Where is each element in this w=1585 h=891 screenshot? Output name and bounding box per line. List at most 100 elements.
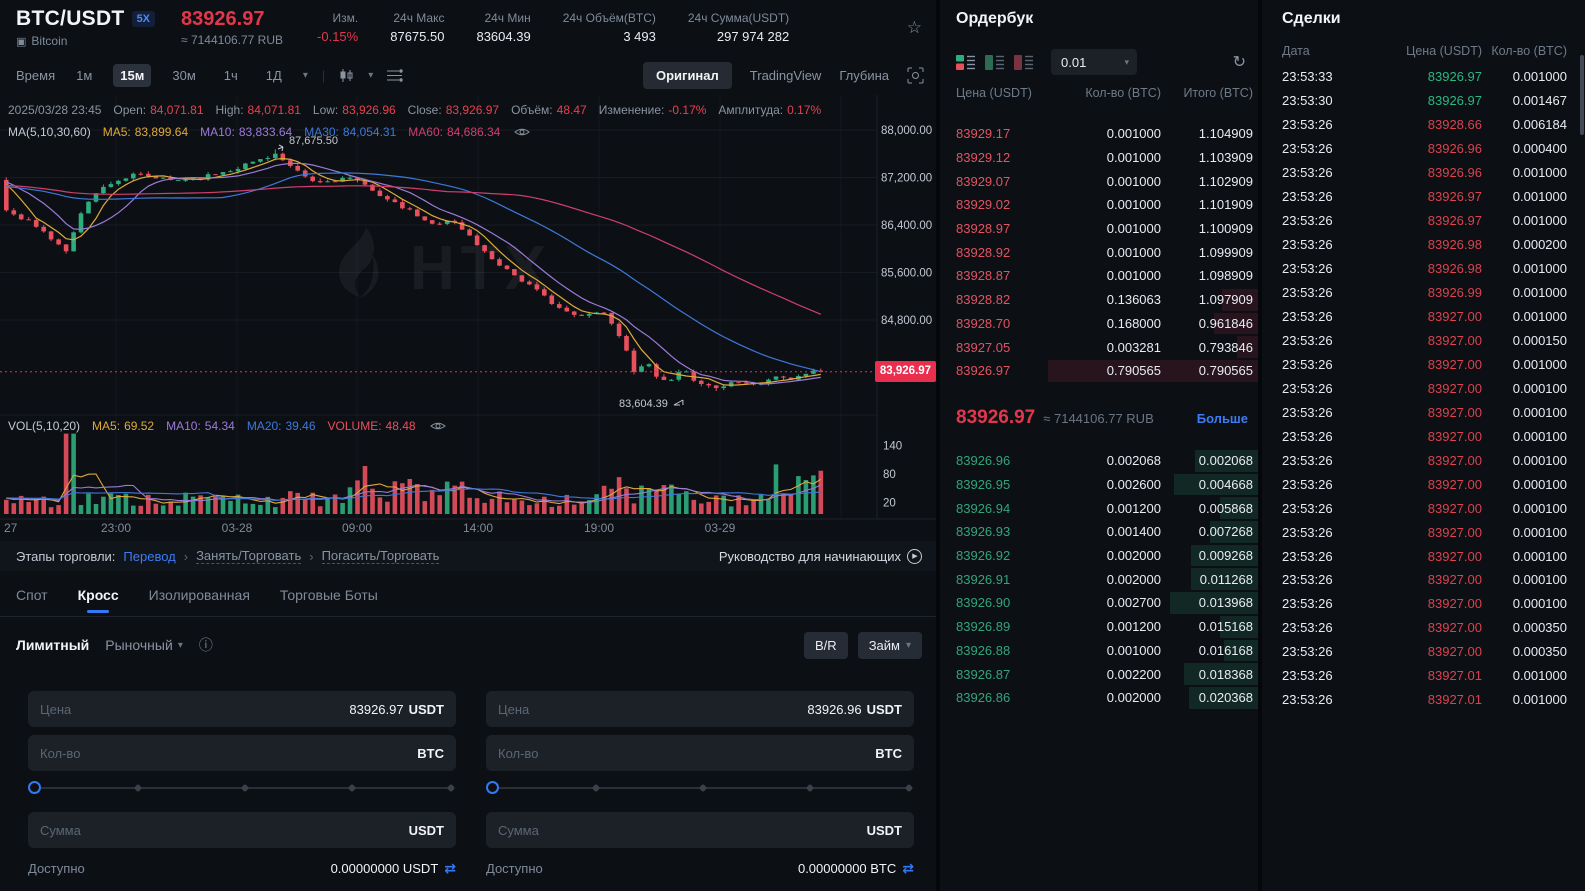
price-block: 83926.97 ≈ 7144106.77 RUB: [181, 8, 283, 47]
orderbook-row[interactable]: 83926.88 0.001000 0.016168: [940, 639, 1258, 663]
sell-amount-slider[interactable]: [486, 780, 914, 796]
favorite-star-icon[interactable]: ☆: [906, 18, 922, 37]
transfer-icon[interactable]: ⇄: [902, 860, 914, 876]
svg-text:14:00: 14:00: [463, 521, 493, 535]
precision-select[interactable]: 0.01 ▾: [1051, 49, 1137, 75]
orderbook-row[interactable]: 83929.02 0.001000 1.101909: [940, 193, 1258, 217]
tab-spot[interactable]: Спот: [16, 586, 48, 603]
orderbook-total: 0.016168: [1198, 642, 1253, 658]
trade-row: 23:53:30 83926.97 0.001467: [1282, 89, 1567, 113]
more-link[interactable]: Больше: [1196, 410, 1248, 426]
orderbook-row[interactable]: 83927.05 0.003281 0.793846: [940, 335, 1258, 359]
orderbook-row[interactable]: 83929.12 0.001000 1.103909: [940, 146, 1258, 170]
orderbook-mid-price[interactable]: 83926.97 ≈ 7144106.77 RUB Больше: [956, 407, 1248, 428]
orderbook-row[interactable]: 83926.90 0.002700 0.013968: [940, 591, 1258, 615]
depth-bar: [1195, 450, 1258, 472]
slider-handle[interactable]: [486, 781, 499, 794]
orderbook-title: Ордербук: [956, 10, 1034, 27]
orderbook-row[interactable]: 83929.17 0.001000 1.104909: [940, 122, 1258, 146]
orderbook-row[interactable]: 83928.92 0.001000 1.099909: [940, 240, 1258, 264]
eye-icon[interactable]: [514, 126, 531, 138]
orderbook-row[interactable]: 83928.82 0.136063 1.097909: [940, 288, 1258, 312]
svg-text:84,800.00: 84,800.00: [881, 315, 932, 327]
orderbook-row[interactable]: 83928.97 0.001000 1.100909: [940, 217, 1258, 241]
candle-style-dropdown-icon[interactable]: ▾: [368, 69, 374, 81]
trade-price: 83927.00: [1427, 644, 1482, 660]
view-depth[interactable]: Глубина: [839, 67, 889, 83]
info-icon[interactable]: ⓘ: [198, 637, 213, 653]
ohlc-values: Open: 84,071.81 High: 84,071.81 Low: 83,926.9…: [113, 103, 822, 117]
tab-cross[interactable]: Кросс: [78, 573, 119, 617]
svg-text:20: 20: [883, 498, 896, 510]
trade-row: 23:53:26 83926.97 0.001000: [1282, 209, 1567, 233]
orderbook-row[interactable]: 83926.96 0.002068 0.002068: [940, 449, 1258, 473]
trade-price: 83927.00: [1427, 309, 1482, 324]
interval-1d[interactable]: 1Д: [265, 67, 282, 83]
sell-price-input[interactable]: Цена 83926.96 USDT: [486, 691, 914, 727]
trade-time: 23:53:26: [1282, 524, 1333, 540]
orderbook-price: 83928.92: [956, 244, 1011, 260]
stage-repay-link[interactable]: Погасить/Торговать: [321, 548, 440, 564]
stage-borrow-link[interactable]: Занять/Торговать: [196, 548, 302, 564]
loan-button[interactable]: Займ ▾: [857, 631, 922, 659]
trade-price: 83926.96: [1427, 165, 1482, 181]
trade-time: 23:53:26: [1282, 644, 1333, 660]
orderbook-price: 83926.91: [956, 571, 1011, 587]
buy-total-input[interactable]: Сумма USDT: [28, 812, 456, 848]
interval-1h[interactable]: 1ч: [223, 67, 238, 83]
eye-icon[interactable]: [429, 420, 446, 432]
br-button[interactable]: B/R: [804, 631, 848, 659]
transfer-icon[interactable]: ⇄: [444, 860, 456, 876]
trade-time: 23:53:26: [1282, 332, 1333, 348]
orderbook-row[interactable]: 83926.95 0.002600 0.004668: [940, 473, 1258, 497]
slider-handle[interactable]: [28, 781, 41, 794]
sell-total-input[interactable]: Сумма USDT: [486, 812, 914, 848]
sell-amount-input[interactable]: Кол-во BTC: [486, 735, 914, 771]
buy-amount-input[interactable]: Кол-во BTC: [28, 735, 456, 771]
view-both-sides-icon[interactable]: [956, 54, 975, 70]
orderbook-row[interactable]: 83926.92 0.002000 0.009268: [940, 544, 1258, 568]
view-original[interactable]: Оригинал: [642, 61, 732, 89]
orderbook-row[interactable]: 83929.07 0.001000 1.102909: [940, 169, 1258, 193]
stage-transfer-link[interactable]: Перевод: [123, 548, 176, 564]
orderbook-row[interactable]: 83928.87 0.001000 1.098909: [940, 264, 1258, 288]
trade-qty: 0.000100: [1512, 404, 1567, 420]
tab-trading-bots[interactable]: Торговые Боты: [279, 586, 378, 603]
orderbook-row[interactable]: 83926.93 0.001400 0.007268: [940, 520, 1258, 544]
orderbook-qty: 0.001200: [1106, 619, 1161, 635]
candle-style-icon[interactable]: [339, 68, 354, 83]
order-type-market[interactable]: Рыночный ▾: [105, 637, 183, 653]
view-bids-only-icon[interactable]: [985, 54, 1004, 70]
view-asks-only-icon[interactable]: [1014, 54, 1033, 70]
orderbook-row[interactable]: 83926.87 0.002200 0.018368: [940, 662, 1258, 686]
orderbook-panel: Ордербук 0.01 ▾ ↻ Цена (USDT) Кол-во (BT…: [940, 0, 1258, 891]
screenshot-icon[interactable]: [907, 67, 924, 84]
orderbook-price: 83926.92: [956, 548, 1011, 564]
trade-qty: 0.001000: [1512, 213, 1567, 229]
orderbook-row[interactable]: 83926.91 0.002000 0.011268: [940, 567, 1258, 591]
indicators-icon[interactable]: [387, 68, 403, 82]
orderbook-row[interactable]: 83926.94 0.001200 0.005868: [940, 496, 1258, 520]
trade-price: 83927.01: [1427, 668, 1482, 684]
orderbook-price: 83926.86: [956, 690, 1011, 706]
trade-row: 23:53:26 83927.00 0.000100: [1282, 472, 1567, 496]
interval-dropdown-icon[interactable]: ▾: [302, 69, 308, 81]
candlestick-chart[interactable]: 88,000.00 87,200.00 86,400.00 85,600.00 84,8…: [0, 95, 936, 540]
orderbook-row[interactable]: 83926.89 0.001200 0.015168: [940, 615, 1258, 639]
interval-15m[interactable]: 15м: [113, 63, 152, 87]
order-type-limit[interactable]: Лимитный: [16, 637, 90, 653]
buy-amount-slider[interactable]: [28, 780, 456, 796]
view-tradingview[interactable]: TradingView: [749, 67, 822, 83]
beginner-guide-link[interactable]: Руководство для начинающих ▶: [719, 548, 922, 564]
orderbook-row[interactable]: 83928.70 0.168000 0.961846: [940, 312, 1258, 336]
scrollbar-thumb[interactable]: [1580, 55, 1584, 135]
orderbook-row[interactable]: 83926.97 0.790565 0.790565: [940, 359, 1258, 383]
orderbook-row[interactable]: 83926.86 0.002000 0.020368: [940, 686, 1258, 710]
current-price-tag: 83,926.97: [875, 361, 936, 382]
interval-1m[interactable]: 1м: [76, 67, 93, 83]
interval-30m[interactable]: 30м: [172, 67, 196, 83]
tab-isolated[interactable]: Изолированная: [148, 586, 250, 603]
svg-text:19:00: 19:00: [584, 521, 614, 535]
refresh-icon[interactable]: ↻: [1232, 54, 1246, 71]
buy-price-input[interactable]: Цена 83926.97 USDT: [28, 691, 456, 727]
